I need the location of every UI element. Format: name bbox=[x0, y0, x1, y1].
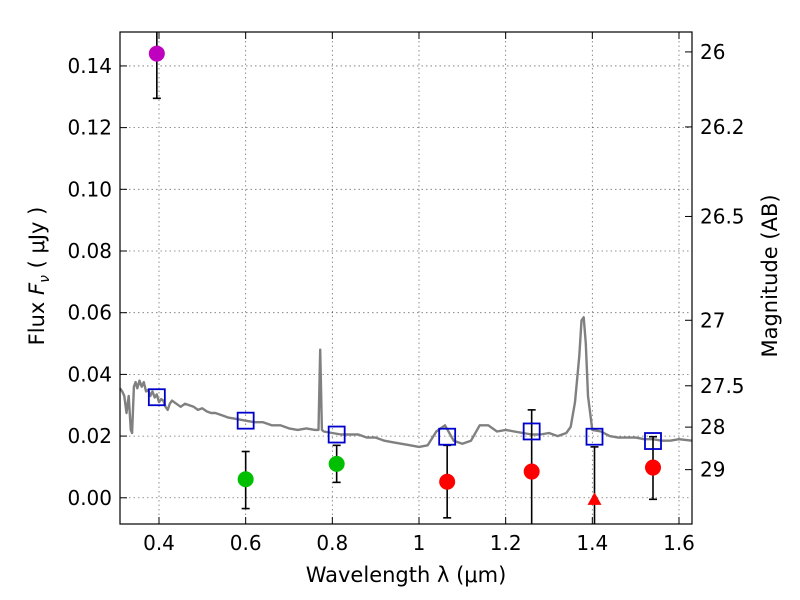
model-square bbox=[236, 411, 255, 430]
model-square bbox=[147, 388, 166, 407]
x-axis-ticks: 0.4 0.6 0.8 1 1.2 1.4 1.6 bbox=[143, 32, 695, 555]
model-square bbox=[327, 425, 346, 444]
error-bars bbox=[152, 32, 657, 524]
x-tick-label: 1.2 bbox=[490, 531, 522, 555]
model-spectrum bbox=[119, 316, 693, 449]
observed-points bbox=[148, 45, 661, 505]
magnitude-tick-label: 27.5 bbox=[700, 374, 745, 398]
magnitude-axis-title: Magnitude (AB) bbox=[758, 194, 782, 357]
magnitude-tick-label: 29 bbox=[700, 458, 725, 482]
observed-point bbox=[523, 463, 540, 480]
y-axis-title: Flux Fν ( μJy ) bbox=[25, 207, 53, 346]
observed-point bbox=[328, 455, 345, 472]
x-tick-label: 0.4 bbox=[143, 531, 175, 555]
model-square bbox=[438, 427, 457, 446]
observed-point bbox=[645, 459, 661, 476]
magnitude-tick-label: 26 bbox=[700, 40, 725, 64]
x-tick-label: 1.4 bbox=[576, 531, 608, 555]
y-axis-ticks: 0.00 0.02 0.04 0.06 0.08 0.10 0.12 0.14 bbox=[67, 54, 127, 510]
y-axis-title-lead: Flux bbox=[25, 295, 49, 345]
magnitude-tick-label: 27 bbox=[700, 308, 725, 332]
y-axis-title-symbol: F bbox=[25, 282, 49, 295]
x-axis-title: Wavelength λ (μm) bbox=[306, 563, 507, 587]
x-tick-label: 0.8 bbox=[316, 531, 348, 555]
observed-point bbox=[237, 471, 254, 488]
model-square bbox=[644, 432, 662, 450]
x-tick-label: 0.6 bbox=[230, 531, 262, 555]
y-tick-label: 0.04 bbox=[67, 362, 112, 386]
model-square bbox=[585, 427, 604, 446]
y-tick-label: 0.10 bbox=[67, 177, 112, 201]
observed-point bbox=[439, 473, 456, 490]
y-tick-label: 0.12 bbox=[67, 116, 112, 140]
y-tick-label: 0.06 bbox=[67, 301, 112, 325]
y-tick-label: 0.14 bbox=[67, 54, 112, 78]
magnitude-axis-ticks: 26 26.2 26.5 27 27.5 28 29 bbox=[685, 40, 745, 482]
y-tick-label: 0.08 bbox=[67, 239, 112, 263]
x-tick-label: 1.6 bbox=[663, 531, 695, 555]
x-tick-label: 1 bbox=[413, 531, 426, 555]
grid-lines bbox=[120, 32, 692, 524]
y-axis-title-unit: ( μJy ) bbox=[25, 207, 49, 275]
magnitude-tick-label: 26.5 bbox=[700, 204, 745, 228]
model-photometry-squares bbox=[147, 388, 662, 450]
spectrum-line bbox=[119, 316, 693, 449]
y-tick-label: 0.00 bbox=[67, 486, 112, 510]
observed-point bbox=[148, 45, 165, 62]
observed-point-limit bbox=[587, 492, 602, 505]
y-tick-label: 0.02 bbox=[67, 424, 112, 448]
magnitude-tick-label: 28 bbox=[700, 415, 725, 439]
plot-frame bbox=[119, 31, 693, 525]
model-square bbox=[522, 422, 541, 441]
y-axis-title-subscript: ν bbox=[37, 275, 53, 283]
magnitude-tick-label: 26.2 bbox=[700, 115, 745, 139]
